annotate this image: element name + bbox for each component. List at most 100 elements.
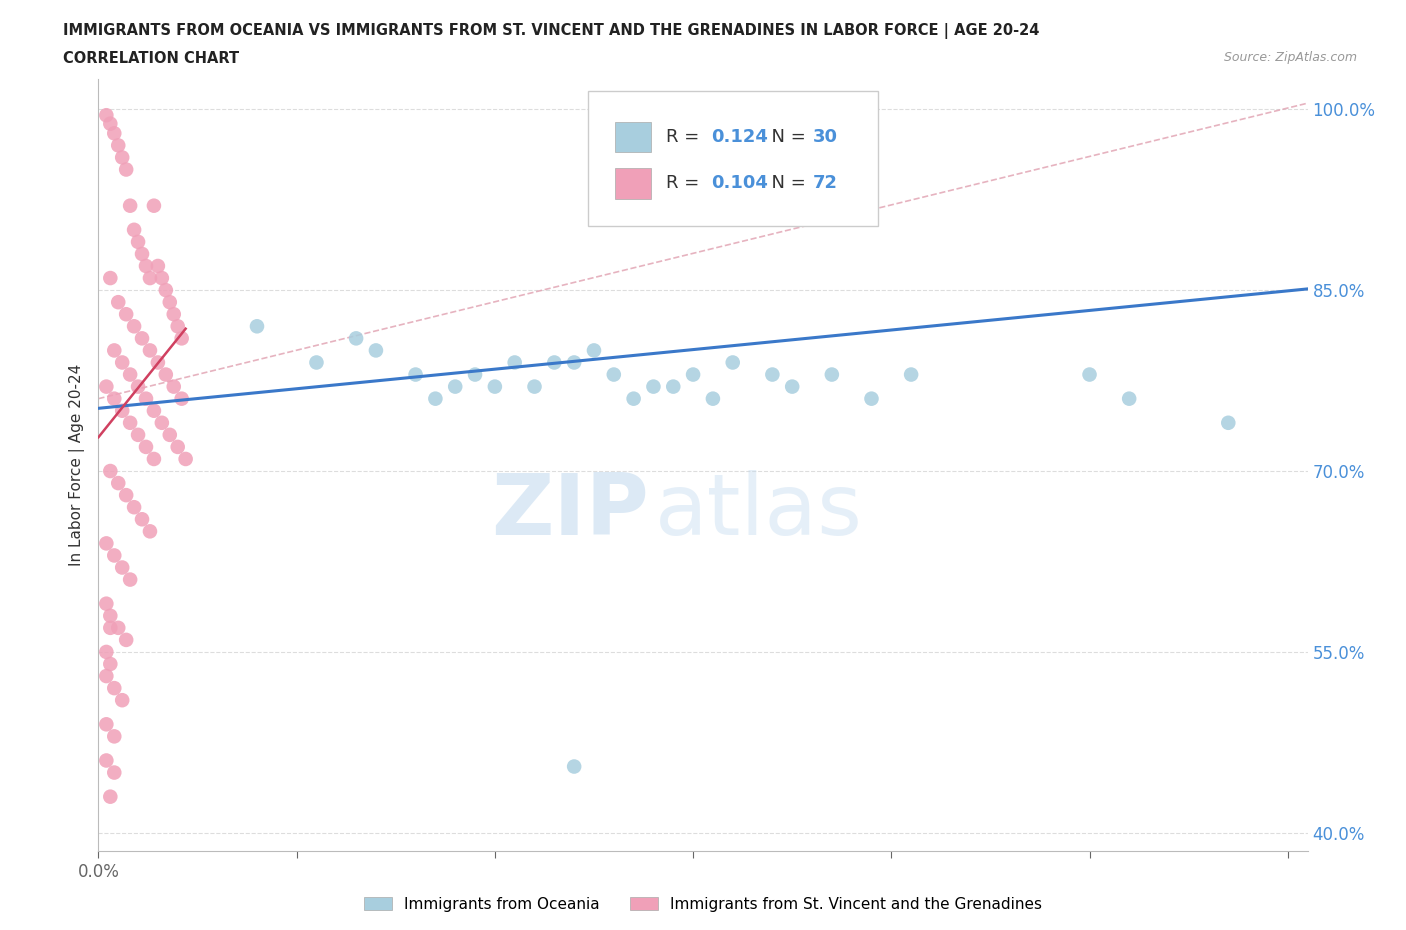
Text: 0.104: 0.104: [711, 174, 768, 193]
Point: [98, 116, 121, 131]
Text: 0.124: 0.124: [711, 128, 768, 146]
Point: [120, 198, 142, 213]
Point: [900, 367, 922, 382]
Point: [131, 331, 153, 346]
Point: [120, 416, 142, 431]
Point: [111, 150, 134, 165]
Point: [170, 392, 193, 406]
Point: [582, 343, 605, 358]
Point: [142, 404, 165, 418]
Point: [305, 355, 328, 370]
Point: [127, 234, 149, 249]
Point: [146, 355, 169, 370]
Point: [543, 355, 565, 370]
Text: R =: R =: [665, 174, 704, 193]
Point: [721, 355, 744, 370]
Point: [562, 355, 585, 370]
Point: [821, 367, 844, 382]
Point: [115, 487, 138, 502]
Point: [96, 379, 118, 394]
Point: [523, 379, 546, 394]
Point: [107, 620, 129, 635]
Point: [662, 379, 685, 394]
Point: [122, 222, 145, 237]
Point: [166, 440, 188, 455]
Point: [135, 259, 157, 273]
Point: [127, 428, 149, 443]
Point: [166, 319, 188, 334]
Point: [150, 416, 173, 431]
Point: [98, 463, 121, 478]
Point: [98, 790, 121, 804]
Text: N =: N =: [759, 128, 811, 146]
Point: [344, 331, 367, 346]
Point: [115, 307, 138, 322]
Point: [159, 295, 181, 310]
Point: [484, 379, 506, 394]
Point: [96, 669, 118, 684]
Point: [120, 367, 142, 382]
Point: [98, 271, 121, 286]
Point: [96, 596, 118, 611]
Point: [860, 392, 883, 406]
Point: [127, 379, 149, 394]
Point: [142, 452, 165, 467]
Point: [1218, 416, 1240, 431]
Point: [107, 138, 129, 153]
Point: [103, 765, 125, 780]
Point: [131, 512, 153, 526]
Text: Source: ZipAtlas.com: Source: ZipAtlas.com: [1223, 51, 1357, 64]
Point: [139, 343, 162, 358]
Legend: Immigrants from Oceania, Immigrants from St. Vincent and the Grenadines: Immigrants from Oceania, Immigrants from…: [359, 890, 1047, 918]
Point: [107, 295, 129, 310]
Point: [150, 271, 173, 286]
Point: [139, 271, 162, 286]
Point: [103, 729, 125, 744]
Text: IMMIGRANTS FROM OCEANIA VS IMMIGRANTS FROM ST. VINCENT AND THE GRENADINES IN LAB: IMMIGRANTS FROM OCEANIA VS IMMIGRANTS FR…: [63, 23, 1039, 39]
Point: [761, 367, 783, 382]
Point: [464, 367, 486, 382]
Text: R =: R =: [665, 128, 704, 146]
Text: ZIP: ZIP: [491, 470, 648, 552]
Point: [98, 608, 121, 623]
Point: [103, 548, 125, 563]
Point: [682, 367, 704, 382]
Text: atlas: atlas: [655, 470, 863, 552]
Point: [115, 162, 138, 177]
Point: [96, 536, 118, 551]
FancyBboxPatch shape: [614, 122, 651, 153]
Point: [163, 379, 186, 394]
Point: [107, 475, 129, 490]
Text: 30: 30: [813, 128, 838, 146]
Text: N =: N =: [759, 174, 811, 193]
Point: [170, 331, 193, 346]
Point: [96, 753, 118, 768]
Point: [103, 343, 125, 358]
Point: [163, 307, 186, 322]
Text: 72: 72: [813, 174, 838, 193]
Point: [111, 693, 134, 708]
Point: [111, 560, 134, 575]
Text: CORRELATION CHART: CORRELATION CHART: [63, 51, 239, 66]
Point: [425, 392, 447, 406]
Point: [122, 319, 145, 334]
Point: [444, 379, 467, 394]
Point: [155, 367, 177, 382]
Point: [120, 572, 142, 587]
Point: [643, 379, 665, 394]
FancyBboxPatch shape: [588, 90, 879, 226]
Point: [96, 108, 118, 123]
Point: [1078, 367, 1101, 382]
Point: [96, 644, 118, 659]
Point: [103, 392, 125, 406]
Point: [142, 198, 165, 213]
Point: [562, 759, 585, 774]
Point: [135, 392, 157, 406]
Point: [115, 632, 138, 647]
Point: [98, 620, 121, 635]
Point: [139, 524, 162, 538]
Point: [623, 392, 645, 406]
Point: [131, 246, 153, 261]
Point: [146, 259, 169, 273]
Point: [96, 717, 118, 732]
